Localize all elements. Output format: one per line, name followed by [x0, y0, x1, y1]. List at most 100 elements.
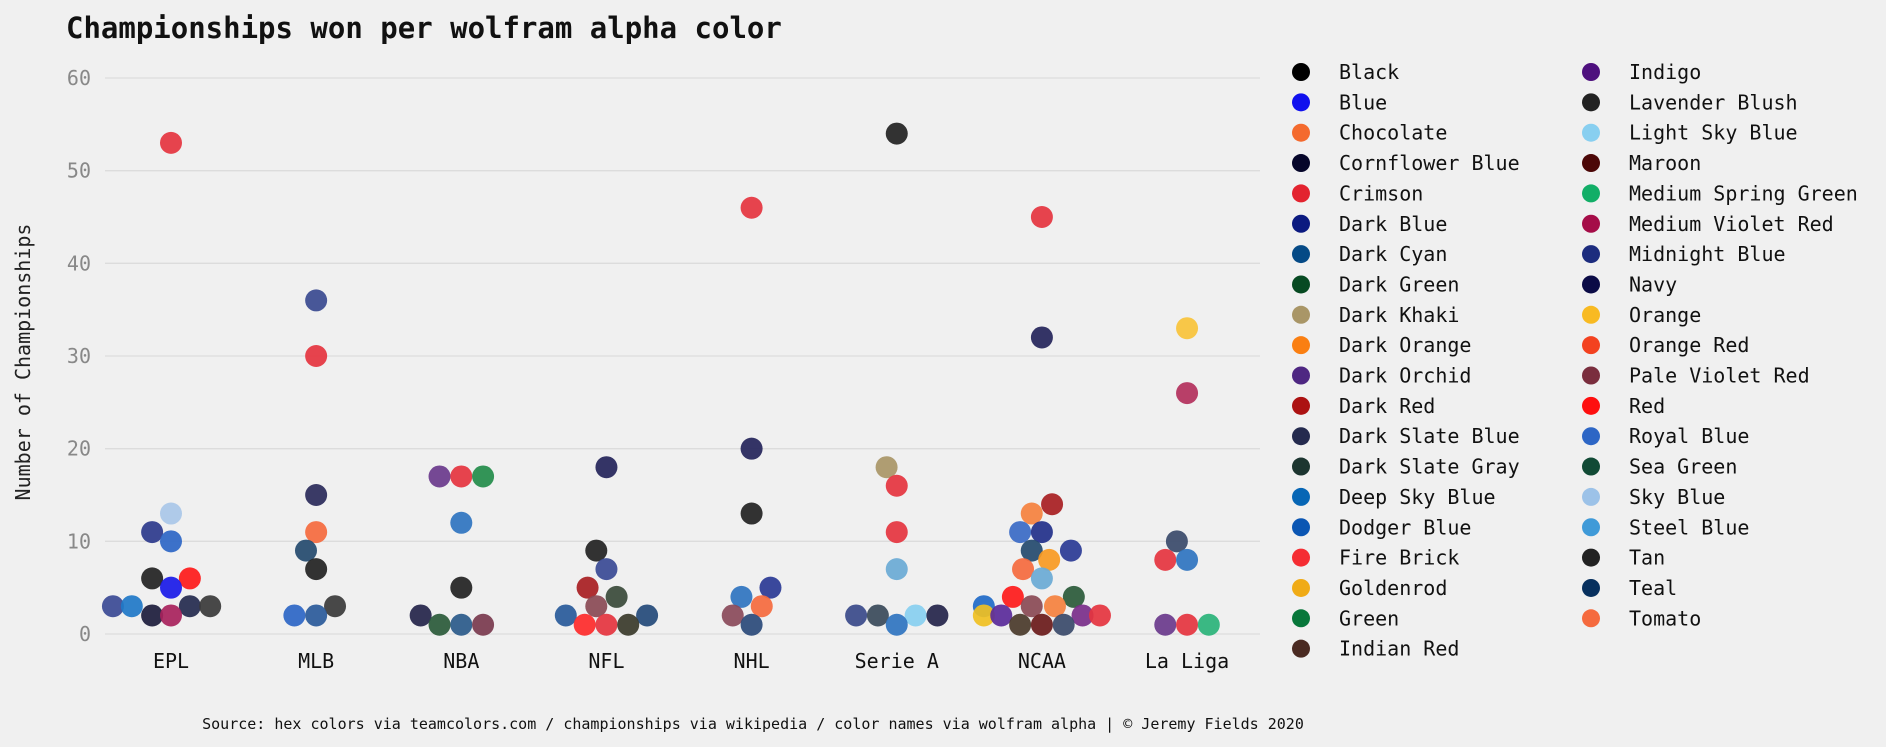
- data-point: [324, 595, 347, 618]
- legend-label: Medium Spring Green: [1629, 181, 1858, 205]
- legend-label: Pale Violet Red: [1629, 364, 1810, 388]
- legend-item: Navy: [1582, 272, 1677, 296]
- data-point: [305, 484, 328, 506]
- x-tick-label: EPL: [153, 649, 189, 673]
- legend-label: Medium Violet Red: [1629, 212, 1834, 236]
- data-point: [1009, 521, 1032, 544]
- legend-marker: [1582, 63, 1600, 81]
- legend-marker: [1582, 396, 1600, 415]
- legend-marker: [1582, 487, 1600, 506]
- legend-marker: [1292, 366, 1310, 385]
- legend-marker: [1292, 518, 1310, 537]
- data-point: [573, 613, 596, 636]
- x-tick-label: NCAA: [1018, 649, 1066, 673]
- legend-marker: [1292, 609, 1310, 628]
- legend-item: Dark Slate Gray: [1292, 455, 1520, 479]
- legend-marker: [1582, 93, 1600, 112]
- legend-item: Blue: [1292, 90, 1387, 114]
- legend-item: Chocolate: [1292, 121, 1447, 145]
- legend-item: Goldenrod: [1292, 576, 1447, 600]
- data-point: [1038, 548, 1061, 571]
- legend-label: Indian Red: [1339, 637, 1459, 661]
- legend-item: Crimson: [1292, 181, 1423, 205]
- data-point: [926, 604, 949, 627]
- data-point: [1020, 539, 1043, 562]
- legend-item: Dark Blue: [1292, 212, 1447, 236]
- legend-item: Green: [1292, 606, 1399, 630]
- legend-item: Tomato: [1582, 606, 1701, 630]
- legend-label: Midnight Blue: [1629, 242, 1786, 266]
- data-point: [1059, 539, 1082, 562]
- legend-marker: [1582, 184, 1600, 203]
- legend-label: Indigo: [1629, 60, 1701, 84]
- legend-label: Black: [1339, 60, 1399, 84]
- legend-item: Fire Brick: [1292, 546, 1459, 570]
- legend-item: Dodger Blue: [1292, 515, 1471, 539]
- data-point: [1001, 585, 1024, 608]
- legend-marker: [1582, 245, 1600, 264]
- legend-label: Tan: [1629, 546, 1665, 570]
- data-point: [199, 595, 222, 618]
- legend-item: Royal Blue: [1582, 424, 1749, 448]
- legend-marker: [1582, 457, 1600, 476]
- x-tick-label: MLB: [298, 649, 334, 673]
- data-point: [428, 465, 451, 488]
- y-axis-ticks: 0 10 20 30 40 50 60: [67, 66, 91, 646]
- legend-label: Red: [1629, 394, 1665, 418]
- data-point: [1030, 521, 1053, 544]
- data-point: [885, 122, 908, 145]
- legend-item: Sea Green: [1582, 455, 1737, 479]
- legend-item: Dark Green: [1292, 272, 1459, 296]
- legend-label: Sea Green: [1629, 455, 1737, 479]
- legend-label: Chocolate: [1339, 121, 1447, 145]
- legend-item: Lavender Blush: [1582, 90, 1798, 114]
- legend-marker: [1582, 427, 1600, 446]
- source-caption: Source: hex colors via teamcolors.com / …: [202, 715, 1304, 733]
- y-tick-label: 40: [67, 251, 91, 275]
- legend-item: Red: [1582, 394, 1665, 418]
- legend-marker: [1582, 518, 1600, 537]
- data-point: [904, 604, 927, 627]
- legend-item: Indian Red: [1292, 637, 1459, 661]
- data-point: [283, 604, 306, 627]
- legend-marker: [1292, 214, 1310, 233]
- legend-label: Green: [1339, 606, 1399, 630]
- data-point: [1197, 613, 1220, 636]
- legend-marker: [1582, 154, 1600, 173]
- data-point: [885, 521, 908, 544]
- legend-item: Indigo: [1582, 60, 1701, 84]
- data-point: [1052, 613, 1075, 636]
- data-point: [1154, 613, 1177, 636]
- data-point: [1154, 548, 1177, 571]
- legend-label: Dark Green: [1339, 272, 1459, 296]
- data-point: [141, 604, 164, 627]
- legend-marker: [1292, 123, 1310, 142]
- legend-marker: [1292, 548, 1310, 567]
- legend-label: Dark Cyan: [1339, 242, 1447, 266]
- legend-item: Midnight Blue: [1582, 242, 1786, 266]
- data-point: [428, 613, 451, 636]
- legend-label: Tomato: [1629, 606, 1701, 630]
- legend-label: Deep Sky Blue: [1339, 485, 1496, 509]
- data-point: [595, 613, 618, 636]
- data-point: [1176, 613, 1199, 636]
- legend-item: Dark Red: [1292, 394, 1435, 418]
- grid-lines: [105, 77, 1260, 635]
- legend-marker: [1582, 548, 1600, 567]
- data-point: [585, 539, 608, 562]
- data-point: [160, 604, 182, 627]
- data-point: [759, 576, 782, 599]
- data-point: [450, 511, 473, 534]
- y-tick-label: 50: [67, 159, 91, 183]
- x-axis-ticks: EPL MLB NBA NFL NHL Serie A NCAA La Liga: [153, 649, 1229, 673]
- legend-label: Dark Slate Blue: [1339, 424, 1520, 448]
- legend-item: Tan: [1582, 546, 1665, 570]
- legend-item: Cornflower Blue: [1292, 151, 1520, 175]
- x-tick-label: La Liga: [1145, 649, 1229, 673]
- data-point: [1062, 585, 1085, 608]
- legend-marker: [1292, 184, 1310, 203]
- legend-marker: [1582, 578, 1600, 597]
- y-tick-label: 60: [67, 66, 91, 90]
- legend-item: Medium Violet Red: [1582, 212, 1834, 236]
